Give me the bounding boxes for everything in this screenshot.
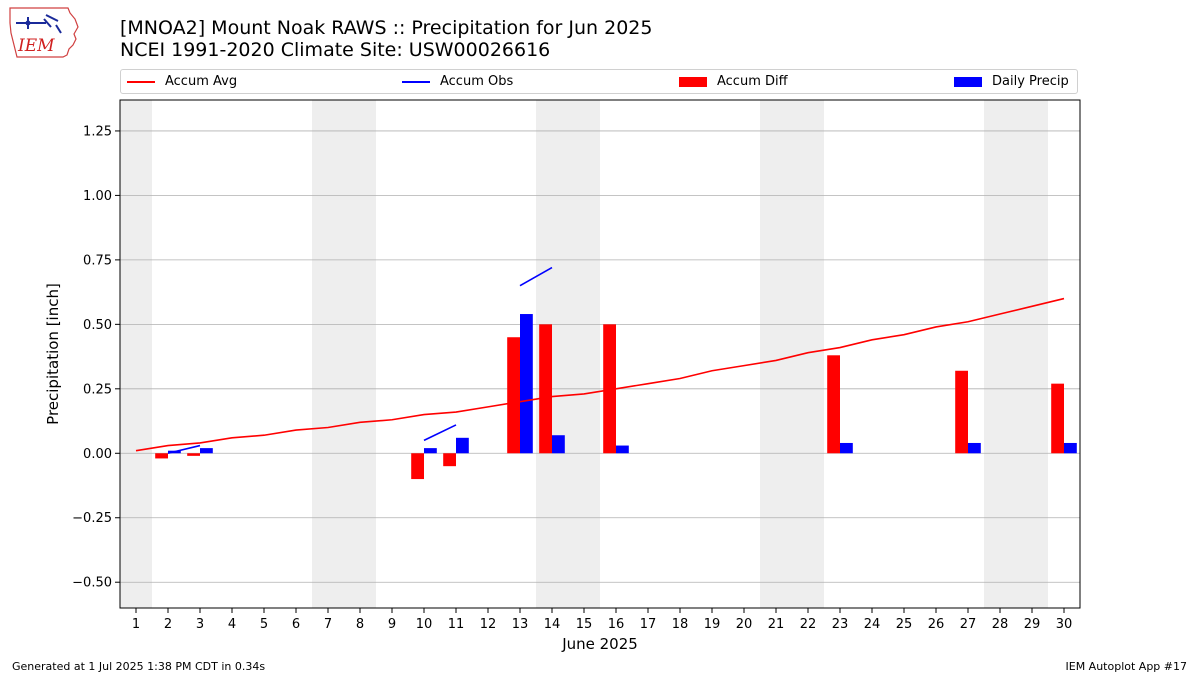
x-tick-label: 17 (640, 617, 657, 632)
daily-precip-bar-10 (424, 448, 437, 454)
x-tick-label: 5 (260, 617, 268, 632)
weekend-band-28 (984, 100, 1048, 608)
y-axis: 1.25 1.00 0.75 0.50 0.25 0.00 −0.25 −0.50 (72, 124, 120, 591)
x-tick-label: 1 (132, 617, 140, 632)
y-axis-label: Precipitation [inch] (44, 283, 62, 425)
legend-item-accum-obs: Accum Obs (402, 70, 513, 93)
x-tick-label: 2 (164, 617, 172, 632)
accum-diff-bar-30 (1051, 383, 1064, 454)
legend-item-accum-diff: Accum Diff (679, 70, 788, 93)
x-tick-label: 15 (576, 617, 593, 632)
legend-swatch-daily-precip (954, 76, 982, 87)
legend-label-daily-precip: Daily Precip (992, 74, 1069, 89)
accum-diff-bar-16 (603, 324, 616, 454)
x-tick-label: 29 (1024, 617, 1041, 632)
x-tick-label: 8 (356, 617, 364, 632)
x-tick-label: 12 (480, 617, 497, 632)
legend-item-accum-avg: Accum Avg (127, 70, 237, 93)
plot-frame (119, 99, 1081, 609)
daily-precip-bar-13 (520, 314, 533, 454)
gridlines (120, 130, 1080, 583)
daily-precip-bar-11 (456, 437, 469, 454)
x-tick-label: 24 (864, 617, 881, 632)
logo-text: IEM (17, 36, 55, 56)
legend: Accum Avg Accum Obs Accum Diff Daily Pre… (120, 69, 1078, 94)
x-tick-label: 9 (388, 617, 396, 632)
x-tick-label: 26 (928, 617, 945, 632)
daily-precip-bar-30 (1064, 442, 1077, 454)
y-tick-label: 1.00 (83, 189, 112, 204)
accum-diff-bar-10 (411, 453, 424, 480)
legend-label-accum-obs: Accum Obs (440, 74, 514, 89)
y-tick-label: 0.50 (83, 318, 112, 333)
daily-precip-bar-27 (968, 442, 981, 454)
legend-swatch-accum-avg (127, 80, 155, 83)
x-tick-label: 6 (292, 617, 300, 632)
accum-avg-line (135, 297, 1065, 452)
y-tick-label: 1.25 (83, 124, 112, 139)
x-tick-label: 19 (704, 617, 721, 632)
x-tick-label: 27 (960, 617, 977, 632)
x-tick-label: 25 (896, 617, 913, 632)
x-tick-label: 23 (832, 617, 849, 632)
daily-precip-bar-23 (840, 442, 853, 454)
legend-label-accum-diff: Accum Diff (717, 74, 788, 89)
x-tick-label: 11 (448, 617, 465, 632)
x-tick-label: 10 (416, 617, 433, 632)
station-dot-icon (25, 20, 31, 26)
legend-swatch-accum-obs (402, 80, 430, 83)
daily-precip-bar-16 (616, 445, 629, 454)
x-tick-label: 28 (992, 617, 1009, 632)
y-tick-label: −0.25 (72, 511, 112, 526)
weekend-band-1 (120, 100, 152, 608)
accum-obs-segment-0 (167, 444, 201, 455)
accum-diff-bar-23 (827, 355, 840, 454)
x-axis: 1 2 3 4 5 6 7 8 9 10 11 12 13 14 15 16 17 18 19 20 21 22 23 24 2… (132, 608, 1072, 632)
iem-logo: IEM (9, 7, 79, 58)
x-axis-label: June 2025 (561, 635, 638, 653)
lines (135, 266, 1065, 455)
x-tick-label: 3 (196, 617, 204, 632)
accum-diff-bar-3 (187, 453, 200, 456)
accum-diff-bar-14 (539, 324, 552, 454)
bars (155, 314, 1077, 480)
y-tick-label: 0.75 (83, 253, 112, 268)
daily-precip-bar-14 (552, 435, 565, 454)
x-tick-label: 22 (800, 617, 817, 632)
accum-obs-segment-2 (519, 266, 553, 287)
accum-diff-bar-2 (155, 453, 168, 459)
x-tick-label: 30 (1056, 617, 1073, 632)
footer-generated: Generated at 1 Jul 2025 1:38 PM CDT in 0… (12, 660, 266, 673)
x-tick-label: 21 (768, 617, 785, 632)
accum-diff-bar-11 (443, 453, 456, 467)
x-tick-label: 4 (228, 617, 236, 632)
weekend-band-7 (312, 100, 376, 608)
chart-title: [MNOA2] Mount Noak RAWS :: Precipitation… (120, 17, 653, 39)
legend-item-daily-precip: Daily Precip (954, 70, 1069, 93)
x-tick-label: 14 (544, 617, 561, 632)
y-tick-label: 0.00 (83, 447, 112, 462)
x-tick-label: 20 (736, 617, 753, 632)
weekend-band-21 (760, 100, 824, 608)
footer-app: IEM Autoplot App #17 (1065, 660, 1188, 673)
daily-precip-bar-3 (200, 448, 213, 454)
y-tick-label: −0.50 (72, 576, 112, 591)
legend-swatch-accum-diff (679, 76, 707, 87)
x-tick-label: 13 (512, 617, 529, 632)
legend-label-accum-avg: Accum Avg (165, 74, 238, 89)
accum-diff-bar-27 (955, 370, 968, 454)
accum-diff-bar-13 (507, 337, 520, 454)
x-tick-label: 16 (608, 617, 625, 632)
chart-subtitle: NCEI 1991-2020 Climate Site: USW00026616 (120, 39, 551, 61)
x-tick-label: 18 (672, 617, 689, 632)
accum-obs-segment-1 (423, 424, 457, 442)
weekend-bands (120, 100, 1048, 608)
x-tick-label: 7 (324, 617, 332, 632)
y-tick-label: 0.25 (83, 382, 112, 397)
